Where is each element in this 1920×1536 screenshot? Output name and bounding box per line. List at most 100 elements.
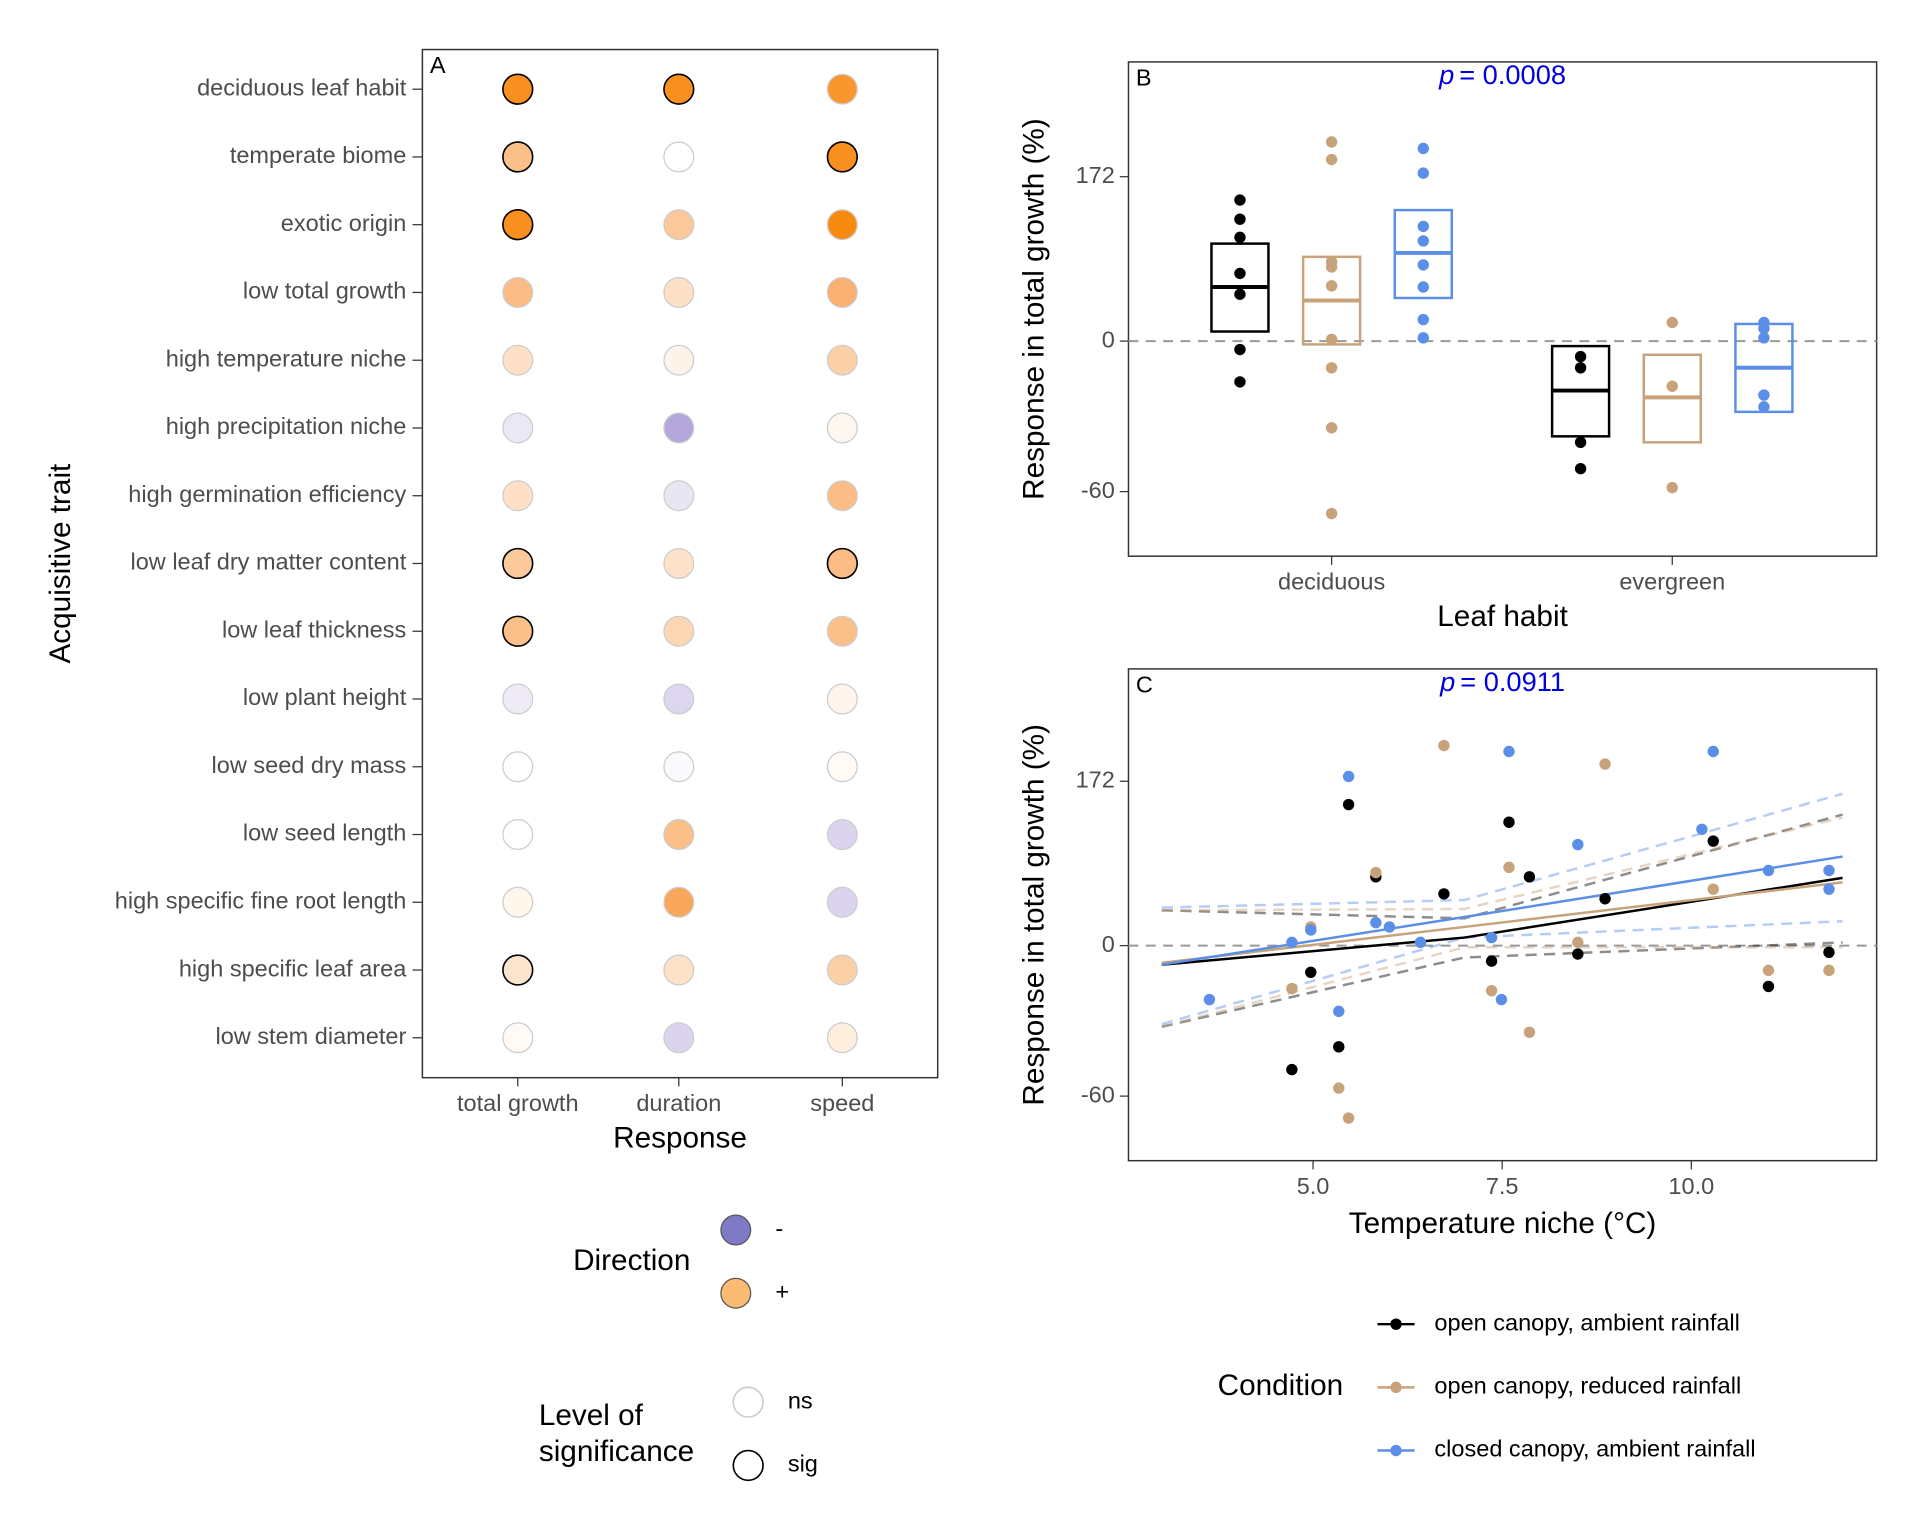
- point: [1325, 261, 1338, 273]
- ci-line: [1161, 792, 1843, 909]
- trait-dot: [826, 412, 858, 444]
- panel-label: C: [1136, 671, 1153, 697]
- trait-dot: [663, 480, 695, 512]
- point: [1286, 1063, 1298, 1076]
- ci-line: [1161, 816, 1843, 912]
- point: [1325, 362, 1338, 374]
- trait-dot: [502, 1022, 534, 1054]
- point: [1503, 861, 1515, 874]
- trait-dot: [826, 886, 858, 918]
- y-tick-label: -60: [1081, 477, 1115, 503]
- point: [1234, 288, 1246, 300]
- point: [1417, 235, 1429, 247]
- trait-dot: [663, 954, 695, 986]
- point: [1417, 313, 1429, 326]
- point: [1286, 982, 1298, 995]
- trait-dot: [663, 683, 695, 715]
- point: [1325, 280, 1338, 292]
- trait-dot: [826, 547, 858, 580]
- point: [1438, 739, 1450, 752]
- trait-dot: [826, 344, 858, 376]
- point: [1599, 758, 1611, 770]
- point: [1417, 167, 1429, 179]
- x-tick-label: speed: [810, 1090, 874, 1116]
- point: [1823, 964, 1835, 977]
- point: [1666, 316, 1678, 329]
- x-tick-label: duration: [636, 1090, 721, 1116]
- fit-line: [1161, 881, 1843, 965]
- legend-label: -: [775, 1215, 783, 1241]
- point: [1485, 931, 1498, 944]
- point: [1485, 984, 1498, 997]
- point: [1234, 213, 1246, 225]
- legend-key: [720, 1214, 752, 1246]
- panel-label: B: [1136, 64, 1152, 90]
- point: [1574, 350, 1587, 363]
- point: [1823, 883, 1835, 895]
- point: [1823, 864, 1835, 877]
- point: [1599, 893, 1611, 905]
- y-tick-label: low leaf thickness: [222, 616, 406, 642]
- point: [1666, 380, 1678, 392]
- point: [1370, 916, 1382, 929]
- legend-key: [720, 1277, 752, 1309]
- point: [1417, 142, 1429, 155]
- y-tick-label: exotic origin: [281, 210, 406, 236]
- point: [1574, 362, 1587, 374]
- y-tick-label: 172: [1076, 766, 1115, 792]
- trait-dot: [502, 615, 534, 647]
- trait-dot: [826, 480, 858, 512]
- legend-label: ns: [788, 1387, 813, 1413]
- point: [1758, 389, 1770, 401]
- fit-line: [1161, 855, 1843, 966]
- y-tick-label: temperate biome: [230, 142, 406, 168]
- trait-dot: [663, 412, 695, 444]
- legend-label: closed canopy, ambient rainfall: [1434, 1436, 1755, 1462]
- ci-line: [1161, 941, 1843, 1028]
- annotation-text: = 0.0008: [1459, 59, 1566, 90]
- y-tick-label: 0: [1102, 326, 1115, 352]
- point: [1758, 332, 1770, 344]
- point: [1758, 322, 1770, 335]
- y-axis-title: Response in total growth (%): [1017, 118, 1050, 500]
- point: [1572, 936, 1584, 949]
- y-axis-title: Acquisitive trait: [44, 463, 77, 664]
- annotation-symbol: p: [1439, 666, 1455, 697]
- trait-dot: [502, 954, 534, 986]
- legend-title: Level of: [539, 1399, 644, 1432]
- x-tick-label: total growth: [457, 1090, 579, 1116]
- point: [1333, 1005, 1345, 1018]
- point: [1696, 823, 1708, 836]
- legend-key-dot: [1390, 1318, 1402, 1330]
- y-tick-label: 172: [1076, 162, 1115, 188]
- point: [1333, 1041, 1345, 1053]
- trait-dot: [663, 141, 695, 173]
- legend-key-dot: [1390, 1444, 1402, 1457]
- x-tick-label: 10.0: [1668, 1173, 1714, 1199]
- point: [1707, 835, 1719, 847]
- point: [1325, 422, 1338, 434]
- point: [1417, 259, 1429, 271]
- x-tick-label: deciduous: [1278, 569, 1385, 595]
- y-tick-label: low seed dry mass: [212, 752, 407, 778]
- y-tick-label: high specific leaf area: [179, 955, 407, 981]
- trait-dot: [502, 209, 534, 241]
- point: [1234, 231, 1246, 244]
- trait-dot: [502, 480, 534, 512]
- legend-key: [732, 1386, 764, 1418]
- trait-dot: [826, 615, 858, 647]
- trait-dot: [663, 276, 695, 308]
- point: [1707, 883, 1719, 895]
- point: [1762, 980, 1775, 993]
- trait-dot: [826, 209, 858, 241]
- legend-title: significance: [539, 1435, 694, 1468]
- trait-dot: [502, 276, 534, 308]
- trait-dot: [502, 73, 534, 105]
- trait-dot: [663, 73, 695, 105]
- trait-dot: [826, 1022, 858, 1054]
- y-tick-label: 0: [1102, 931, 1115, 957]
- y-tick-label: -60: [1081, 1081, 1115, 1107]
- legend-key-dot: [1390, 1381, 1402, 1394]
- point: [1438, 888, 1450, 900]
